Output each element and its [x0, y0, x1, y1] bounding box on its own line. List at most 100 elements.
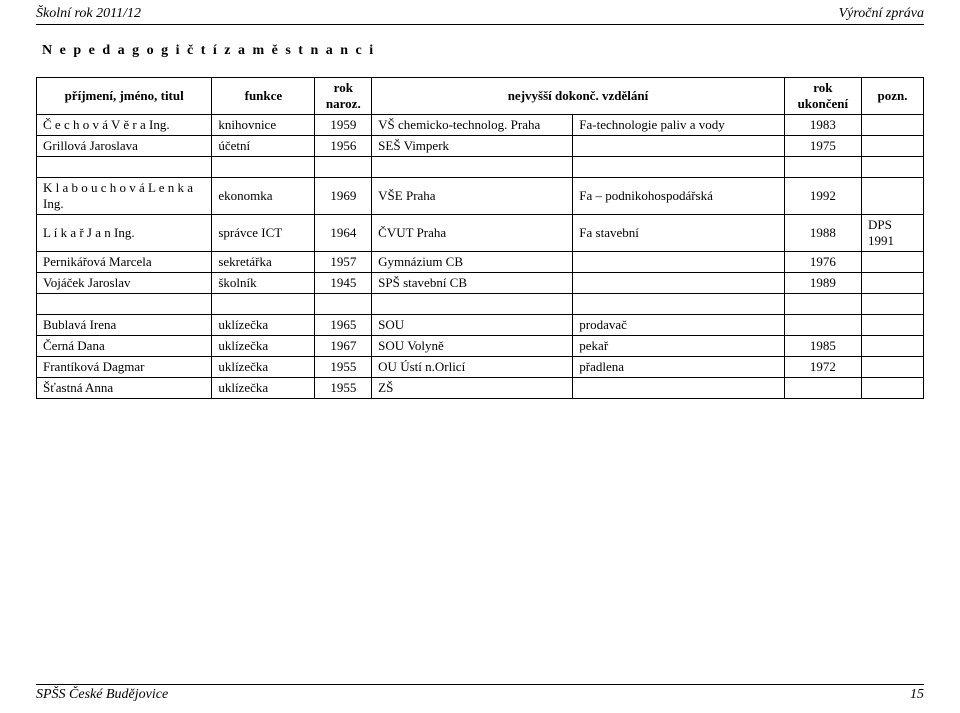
table-cell [862, 315, 924, 336]
header-rule [36, 24, 924, 25]
table-cell: uklízečka [212, 357, 315, 378]
table-cell: ZŠ [372, 378, 573, 399]
table-cell: Šťastná Anna [37, 378, 212, 399]
table-cell [784, 315, 861, 336]
table-cell [862, 157, 924, 178]
col-year-end: rok ukončení [784, 78, 861, 115]
table-cell [862, 273, 924, 294]
table-cell: Fa-technologie paliv a vody [573, 115, 784, 136]
table-cell: SOU [372, 315, 573, 336]
table-cell: správce ICT [212, 215, 315, 252]
table-cell [573, 157, 784, 178]
table-cell: 1956 [315, 136, 372, 157]
footer-right: 15 [910, 687, 924, 703]
staff-table: příjmení, jméno, titul funkce rok naroz.… [36, 77, 924, 399]
table-cell: 1957 [315, 252, 372, 273]
table-row: Šťastná Annauklízečka1955ZŠ [37, 378, 924, 399]
table-row: L í k a ř J a n Ing.správce ICT1964ČVUT … [37, 215, 924, 252]
table-cell [862, 357, 924, 378]
table-cell: školník [212, 273, 315, 294]
table-row: Vojáček Jaroslavškolník1945SPŠ stavební … [37, 273, 924, 294]
table-cell [784, 378, 861, 399]
table-cell: sekretářka [212, 252, 315, 273]
table-cell [862, 252, 924, 273]
table-cell: Bublavá Irena [37, 315, 212, 336]
table-cell: Fa – podnikohospodářská [573, 178, 784, 215]
col-function: funkce [212, 78, 315, 115]
table-cell: 1983 [784, 115, 861, 136]
col-birth: rok naroz. [315, 78, 372, 115]
table-cell: SOU Volyně [372, 336, 573, 357]
table-cell [315, 294, 372, 315]
table-cell: prodavač [573, 315, 784, 336]
table-cell: 1976 [784, 252, 861, 273]
table-cell: 1959 [315, 115, 372, 136]
table-cell: 1985 [784, 336, 861, 357]
table-cell: 1972 [784, 357, 861, 378]
table-cell [315, 157, 372, 178]
table-cell: DPS 1991 [862, 215, 924, 252]
table-cell [862, 115, 924, 136]
table-cell [784, 157, 861, 178]
table-cell: Frantíková Dagmar [37, 357, 212, 378]
table-cell [212, 157, 315, 178]
table-cell: účetní [212, 136, 315, 157]
table-cell: pekař [573, 336, 784, 357]
table-cell: 1955 [315, 357, 372, 378]
table-cell: 1967 [315, 336, 372, 357]
page-footer: SPŠS České Budějovice 15 [36, 684, 924, 703]
table-cell [212, 294, 315, 315]
section-title: N e p e d a g o g i č t í z a m ě s t n … [42, 43, 924, 59]
table-cell [573, 378, 784, 399]
footer-rule [36, 684, 924, 685]
table-row [37, 157, 924, 178]
header-left: Školní rok 2011/12 [36, 6, 141, 22]
table-cell: 1975 [784, 136, 861, 157]
table-cell: Grillová Jaroslava [37, 136, 212, 157]
table-row [37, 294, 924, 315]
table-cell: Pernikářová Marcela [37, 252, 212, 273]
table-cell [37, 294, 212, 315]
table-cell [372, 157, 573, 178]
table-cell: ekonomka [212, 178, 315, 215]
table-cell: uklízečka [212, 336, 315, 357]
col-name: příjmení, jméno, titul [37, 78, 212, 115]
col-note: pozn. [862, 78, 924, 115]
table-cell: K l a b o u c h o v á L e n k a Ing. [37, 178, 212, 215]
page-header: Školní rok 2011/12 Výroční zpráva [36, 6, 924, 24]
table-cell: VŠE Praha [372, 178, 573, 215]
table-row: Pernikářová Marcelasekretářka1957Gymnázi… [37, 252, 924, 273]
table-row: Bublavá Irenauklízečka1965SOUprodavač [37, 315, 924, 336]
table-cell: SEŠ Vimperk [372, 136, 573, 157]
table-cell: Gymnázium CB [372, 252, 573, 273]
table-cell: 1964 [315, 215, 372, 252]
table-cell: 1988 [784, 215, 861, 252]
table-cell [37, 157, 212, 178]
table-cell: Vojáček Jaroslav [37, 273, 212, 294]
table-cell: uklízečka [212, 378, 315, 399]
header-right: Výroční zpráva [839, 6, 924, 22]
table-cell: 1992 [784, 178, 861, 215]
table-header-row: příjmení, jméno, titul funkce rok naroz.… [37, 78, 924, 115]
table-cell [862, 378, 924, 399]
table-cell [862, 294, 924, 315]
table-cell: L í k a ř J a n Ing. [37, 215, 212, 252]
table-row: Č e c h o v á V ě r a Ing.knihovnice1959… [37, 115, 924, 136]
table-cell: Č e c h o v á V ě r a Ing. [37, 115, 212, 136]
table-cell: SPŠ stavební CB [372, 273, 573, 294]
table-row: Frantíková Dagmaruklízečka1955OU Ústí n.… [37, 357, 924, 378]
table-cell: VŠ chemicko-technolog. Praha [372, 115, 573, 136]
table-cell: 1969 [315, 178, 372, 215]
table-cell [573, 294, 784, 315]
table-cell [784, 294, 861, 315]
table-row: Grillová Jaroslavaúčetní1956SEŠ Vimperk … [37, 136, 924, 157]
table-cell: 1945 [315, 273, 372, 294]
col-education: nejvyšší dokonč. vzdělání [372, 78, 785, 115]
table-cell: ČVUT Praha [372, 215, 573, 252]
table-cell: Černá Dana [37, 336, 212, 357]
table-cell [573, 273, 784, 294]
table-cell [573, 136, 784, 157]
table-cell [372, 294, 573, 315]
table-cell [862, 136, 924, 157]
table-cell: přadlena [573, 357, 784, 378]
